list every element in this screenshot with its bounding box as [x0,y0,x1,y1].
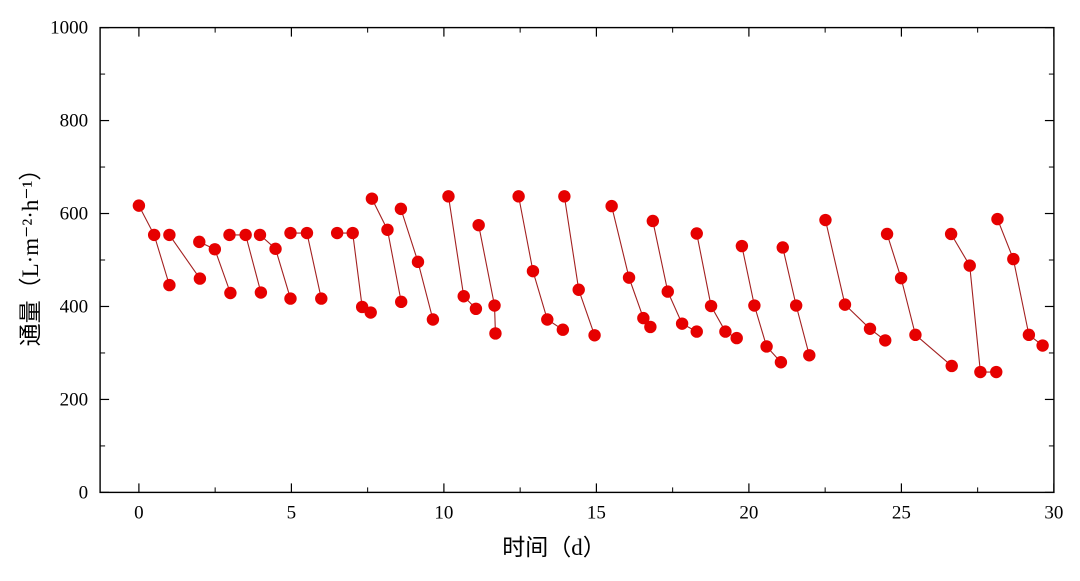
svg-text:0: 0 [134,502,144,523]
svg-text:时间（d）: 时间（d） [502,535,606,560]
svg-text:25: 25 [892,502,911,523]
svg-text:30: 30 [1044,502,1063,523]
svg-text:200: 200 [60,389,89,410]
svg-text:600: 600 [60,204,89,225]
svg-text:10: 10 [434,502,453,523]
svg-text:400: 400 [60,296,89,317]
svg-text:800: 800 [60,111,89,132]
svg-text:1000: 1000 [50,18,88,39]
svg-text:5: 5 [287,502,297,523]
svg-text:0: 0 [79,482,89,503]
svg-text:20: 20 [739,502,758,523]
svg-text:通量（L·m⁻²·h⁻¹）: 通量（L·m⁻²·h⁻¹） [18,158,43,347]
svg-text:15: 15 [587,502,606,523]
